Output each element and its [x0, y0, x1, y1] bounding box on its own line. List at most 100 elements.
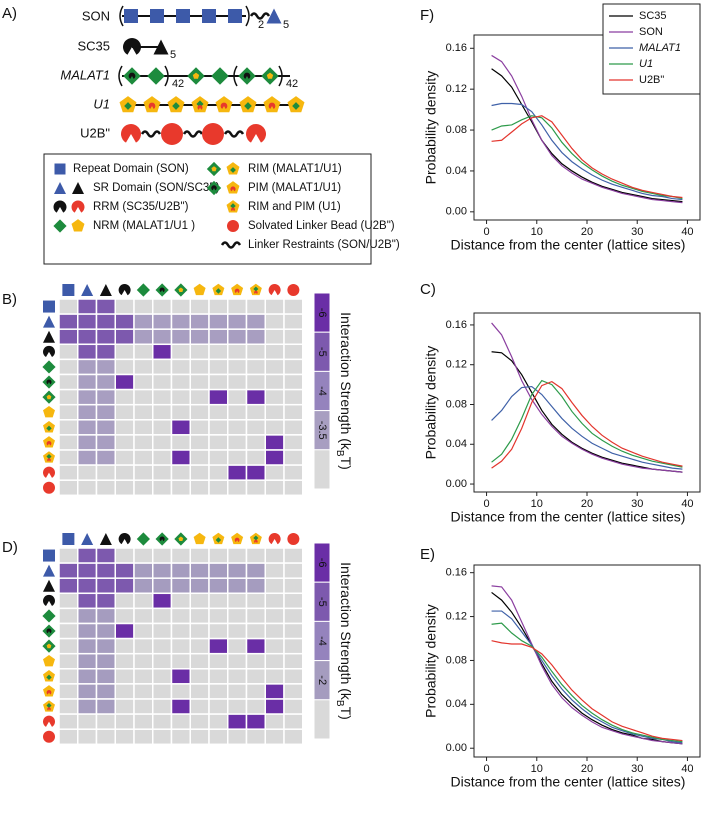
y-axis-label: Probability density	[423, 604, 439, 718]
legend-text: SR Domain (SON/SC35)	[93, 182, 220, 194]
heat-cell	[152, 343, 173, 361]
heat-cell	[95, 388, 116, 406]
diamond-icon	[46, 425, 52, 432]
rrm-icon	[46, 628, 52, 634]
diamond-icon	[46, 454, 52, 460]
y-tick-label: 0.16	[446, 319, 467, 331]
empty-cell	[189, 373, 210, 391]
diamond-icon	[211, 67, 229, 85]
rrm-icon	[47, 458, 51, 462]
diamond-icon	[292, 102, 300, 110]
heat-cell	[170, 668, 191, 685]
rrm-icon	[268, 284, 281, 296]
empty-cell	[114, 343, 135, 361]
empty-cell	[133, 388, 154, 406]
y-tick-label: 0.16	[446, 567, 467, 579]
rrm-icon	[46, 379, 52, 385]
bracket	[245, 5, 250, 27]
empty-cell	[189, 449, 210, 466]
empty-cell	[133, 464, 154, 481]
colorbar-label: -4	[316, 636, 328, 646]
empty-cell	[245, 698, 266, 715]
empty-cell	[152, 652, 173, 670]
empty-cell	[152, 698, 173, 715]
empty-cell	[133, 449, 154, 466]
colorbar-null-segment	[313, 449, 331, 490]
colorbar-label: -5	[316, 597, 328, 607]
heat-cell	[133, 313, 154, 330]
empty-cell	[283, 728, 304, 746]
diamond-icon	[136, 532, 150, 546]
rrm-icon	[220, 102, 228, 109]
x-tick-label: 30	[631, 498, 643, 510]
diamond-icon	[124, 102, 132, 110]
empty-cell	[170, 403, 191, 421]
colorbar-null-segment	[313, 699, 331, 740]
empty-cell	[58, 358, 79, 376]
series-line	[491, 351, 683, 473]
empty-cell	[58, 298, 79, 315]
empty-cell	[152, 713, 173, 730]
y-tick-label: 0.12	[446, 83, 467, 95]
empty-cell	[58, 403, 79, 421]
empty-cell	[152, 419, 173, 436]
colorbar-label: -4	[316, 386, 328, 396]
heat-cell	[95, 547, 116, 564]
empty-cell	[264, 388, 285, 406]
triangle-icon	[99, 284, 112, 296]
heat-cell	[133, 577, 154, 595]
heat-cell	[189, 562, 210, 579]
heat-cell	[77, 434, 98, 451]
empty-cell	[283, 328, 304, 346]
heat-cell	[95, 592, 116, 610]
circle-icon	[202, 123, 224, 145]
empty-cell	[189, 622, 210, 640]
series-line	[491, 380, 683, 469]
heat-cell	[227, 577, 248, 595]
x-tick-label: 40	[681, 763, 693, 775]
empty-cell	[189, 592, 210, 610]
plot-frame	[473, 564, 701, 758]
empty-cell	[227, 343, 248, 361]
series-line	[491, 102, 683, 201]
empty-cell	[152, 622, 173, 640]
empty-cell	[170, 683, 191, 700]
empty-cell	[264, 728, 285, 746]
linker-squiggle	[182, 130, 204, 138]
empty-cell	[58, 652, 79, 670]
heat-cell	[245, 328, 266, 346]
heat-cell	[77, 683, 98, 700]
empty-cell	[58, 388, 79, 406]
empty-cell	[227, 373, 248, 391]
empty-cell	[58, 419, 79, 436]
empty-cell	[264, 343, 285, 361]
empty-cell	[208, 728, 229, 746]
heat-cell	[58, 577, 79, 595]
empty-cell	[152, 683, 173, 700]
circle-icon	[43, 481, 55, 494]
square-icon	[62, 533, 75, 545]
rrm-icon	[230, 186, 236, 192]
empty-cell	[133, 652, 154, 670]
empty-cell	[208, 668, 229, 685]
empty-cell	[245, 343, 266, 361]
legend-text: PIM (MALAT1/U1)	[248, 182, 341, 194]
empty-cell	[264, 328, 285, 346]
empty-cell	[283, 479, 304, 497]
y-tick-label: 0.04	[446, 698, 467, 710]
empty-cell	[189, 668, 210, 685]
empty-cell	[133, 683, 154, 700]
empty-cell	[170, 637, 191, 655]
empty-cell	[58, 728, 79, 746]
empty-cell	[189, 343, 210, 361]
subscript: 4	[172, 78, 178, 90]
heat-cell	[170, 313, 191, 330]
y-tick-label: 0.12	[446, 610, 467, 622]
rrm-icon	[121, 124, 141, 143]
legend-text: Linker Restraints (SON/U2B")	[248, 239, 400, 251]
empty-cell	[133, 298, 154, 315]
rrm-icon	[159, 536, 165, 542]
empty-cell	[208, 419, 229, 436]
empty-cell	[133, 668, 154, 685]
